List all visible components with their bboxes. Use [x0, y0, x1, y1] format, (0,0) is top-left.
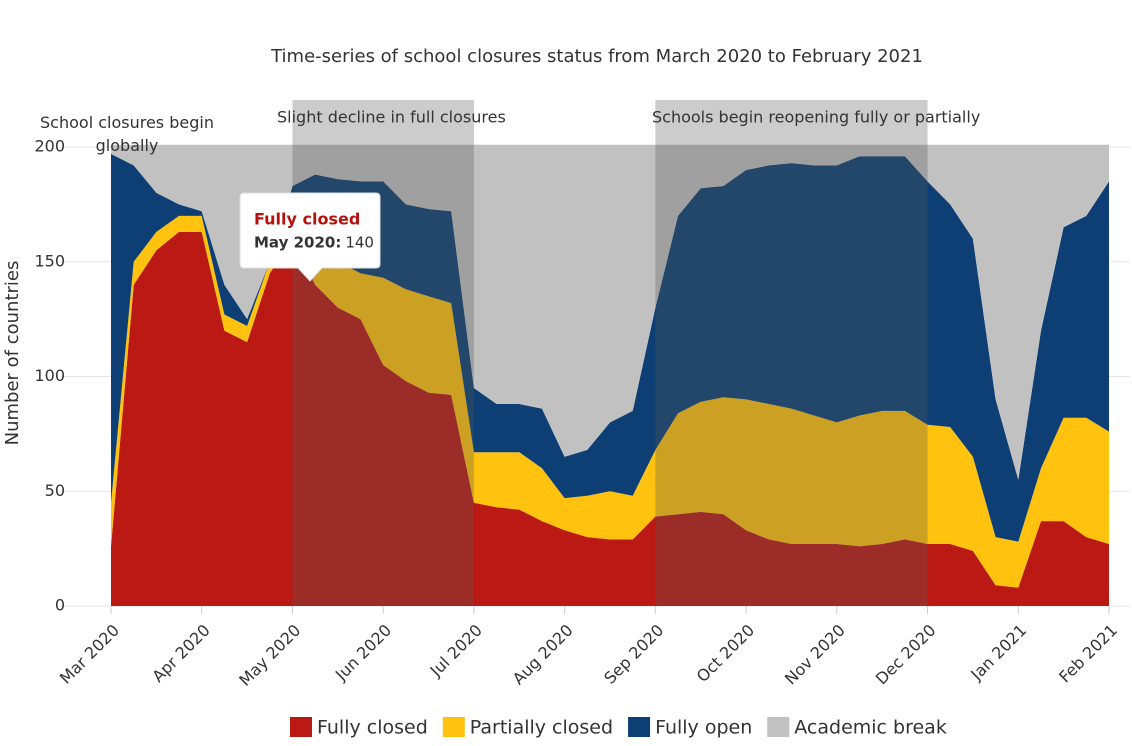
x-tick-label: Jun 2020 [331, 621, 395, 685]
legend-swatch [442, 717, 465, 737]
x-tick-label: Sep 2020 [600, 621, 667, 688]
y-axis-label: Number of countries [2, 261, 23, 446]
chart-title: Time-series of school closures status fr… [270, 46, 923, 67]
x-tick-label: Nov 2020 [781, 621, 849, 689]
y-tick-label: 200 [34, 137, 65, 156]
legend-swatch [767, 717, 790, 737]
x-tick-label: May 2020 [235, 621, 304, 690]
legend-swatch [290, 717, 312, 737]
tooltip-value: 140 [345, 234, 374, 252]
annotation: School closures begin globally [40, 113, 214, 155]
tooltip-box [239, 192, 381, 282]
annotation: Slight decline in full closures [277, 108, 506, 127]
x-tick-label: Dec 2020 [872, 621, 940, 689]
x-tick-label: Jul 2020 [426, 621, 486, 681]
tooltip-label: May 2020: [254, 234, 341, 252]
x-tick-label: Mar 2020 [56, 621, 123, 688]
annotation-band [292, 100, 474, 606]
tooltip-series: Fully closed [254, 210, 360, 229]
legend-label: Fully open [655, 717, 752, 739]
legend-label: Academic break [794, 717, 947, 739]
x-tick-label: Aug 2020 [509, 621, 577, 689]
annotation-line: globally [96, 136, 159, 155]
area [111, 215, 1109, 588]
tooltip: Fully closed May 2020: 140 [239, 192, 381, 282]
x-tick-label: Apr 2020 [148, 621, 213, 686]
y-tick-label: 50 [45, 481, 65, 500]
annotation-band [655, 100, 928, 606]
legend-label: Partially closed [470, 717, 613, 739]
area [111, 144, 1109, 480]
y-tick-label: 0 [55, 596, 65, 615]
legend-label: Fully closed [317, 717, 428, 739]
x-tick-label: Jan 2021 [966, 621, 1030, 685]
y-tick-label: 150 [34, 251, 65, 270]
x-tick-label: Oct 2020 [693, 621, 758, 686]
y-tick-label: 100 [34, 366, 65, 385]
legend-swatch [628, 717, 651, 737]
legend: Fully closed Partially closed Fully open Ac… [290, 717, 947, 739]
x-tick-label: Feb 2021 [1055, 621, 1121, 687]
annotation-line: School closures begin [40, 113, 214, 132]
area [111, 231, 1109, 606]
annotation: Schools begin reopening fully or partial… [652, 108, 980, 127]
